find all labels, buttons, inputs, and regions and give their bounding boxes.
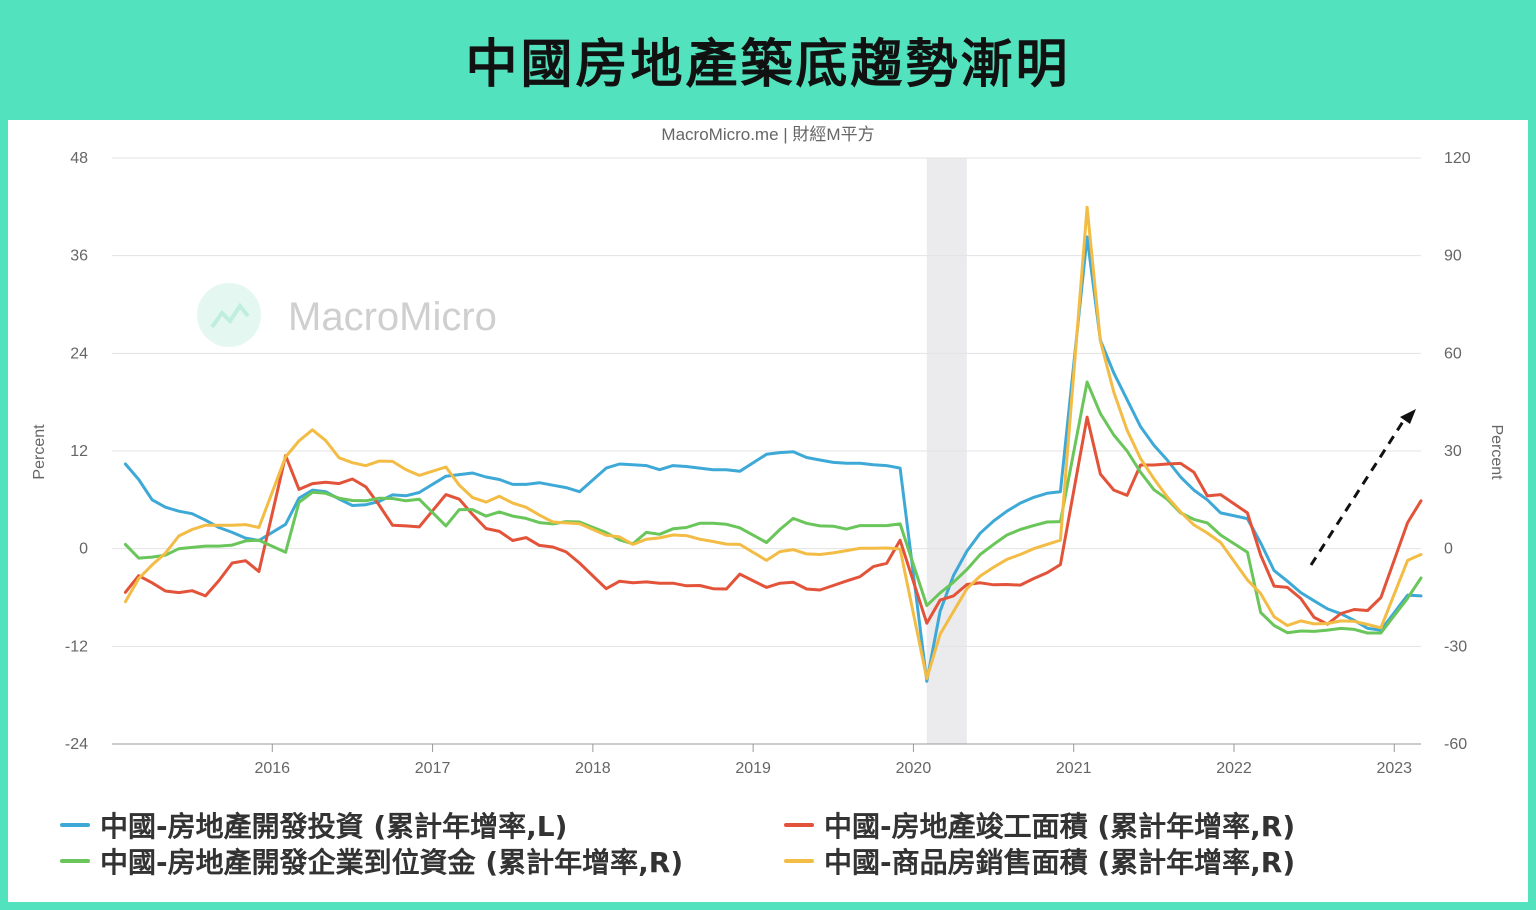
x-tick-label: 2020	[896, 760, 932, 777]
right-tick-label: -30	[1444, 638, 1467, 655]
chart-source: MacroMicro.me | 財經M平方	[661, 125, 875, 144]
right-axis-label: Percent	[1488, 424, 1505, 480]
legend-swatch-blue	[60, 823, 90, 827]
left-tick-label: 48	[70, 150, 88, 167]
trend-arrow-line	[1309, 419, 1406, 566]
x-tick-label: 2017	[415, 760, 451, 777]
left-axis-ticks: 48 36 24 12 0 -12 -24	[65, 150, 88, 753]
left-tick-label: -12	[65, 638, 88, 655]
legend-swatch-green	[60, 859, 90, 863]
left-tick-label: 24	[70, 345, 88, 362]
x-tick-label: 2021	[1056, 760, 1092, 777]
legend-label: 中國-房地產開發投資 (累計年增率,L)	[100, 810, 568, 843]
legend-item-red[interactable]: 中國-房地產竣工面積 (累計年增率,R)	[784, 805, 1295, 845]
x-tick-label: 2019	[735, 760, 771, 777]
trend-arrow-head-icon	[1400, 409, 1416, 424]
page-title: 中國房地產築底趨勢漸明	[465, 34, 1071, 95]
title-banner: 中國房地產築底趨勢漸明	[0, 0, 1536, 118]
x-tick-label: 2018	[575, 760, 611, 777]
legend: 中國-房地產開發投資 (累計年增率,L) 中國-房地產竣工面積 (累計年增率,R…	[60, 805, 1500, 895]
legend-item-green[interactable]: 中國-房地產開發企業到位資金 (累計年增率,R)	[60, 841, 683, 881]
legend-label: 中國-房地產開發企業到位資金 (累計年增率,R)	[100, 846, 684, 879]
left-tick-label: -24	[65, 736, 88, 753]
right-tick-label: 30	[1444, 443, 1462, 460]
legend-item-blue[interactable]: 中國-房地產開發投資 (累計年增率,L)	[60, 805, 567, 845]
watermark-logo-icon	[197, 283, 261, 347]
legend-swatch-red	[784, 823, 814, 827]
x-axis-ticks: 2016 2017 2018 2019 2020 2021 2022 2023	[254, 744, 1412, 777]
grid	[112, 157, 1421, 745]
right-tick-label: 120	[1444, 150, 1471, 167]
watermark-text: MacroMicro	[288, 295, 497, 339]
right-tick-label: 0	[1444, 541, 1453, 558]
series-line-red	[123, 415, 1423, 626]
right-tick-label: -60	[1444, 736, 1467, 753]
legend-label: 中國-房地產竣工面積 (累計年增率,R)	[824, 810, 1296, 843]
series-line-green	[123, 380, 1423, 635]
chart-panel: MacroMicro.me | 財經M平方 MacroMicro 48 36 24 1…	[8, 120, 1528, 902]
x-tick-label: 2023	[1376, 760, 1412, 777]
left-tick-label: 0	[79, 541, 88, 558]
trend-arrow-annotation	[1309, 409, 1416, 566]
left-tick-label: 12	[70, 443, 88, 460]
x-tick-label: 2016	[254, 760, 290, 777]
right-tick-label: 90	[1444, 248, 1462, 265]
left-tick-label: 36	[70, 248, 88, 265]
right-axis-ticks: 120 90 60 30 0 -30 -60	[1444, 150, 1471, 753]
legend-label: 中國-商品房銷售面積 (累計年增率,R)	[824, 846, 1296, 879]
x-tick-label: 2022	[1216, 760, 1252, 777]
legend-item-yellow[interactable]: 中國-商品房銷售面積 (累計年增率,R)	[784, 841, 1295, 881]
watermark: MacroMicro	[197, 283, 497, 347]
series-line-yellow	[123, 205, 1423, 681]
watermark-chart-icon	[210, 302, 250, 329]
left-axis-label: Percent	[31, 424, 48, 480]
series-lines	[123, 205, 1423, 683]
right-tick-label: 60	[1444, 345, 1462, 362]
legend-swatch-yellow	[784, 859, 814, 863]
